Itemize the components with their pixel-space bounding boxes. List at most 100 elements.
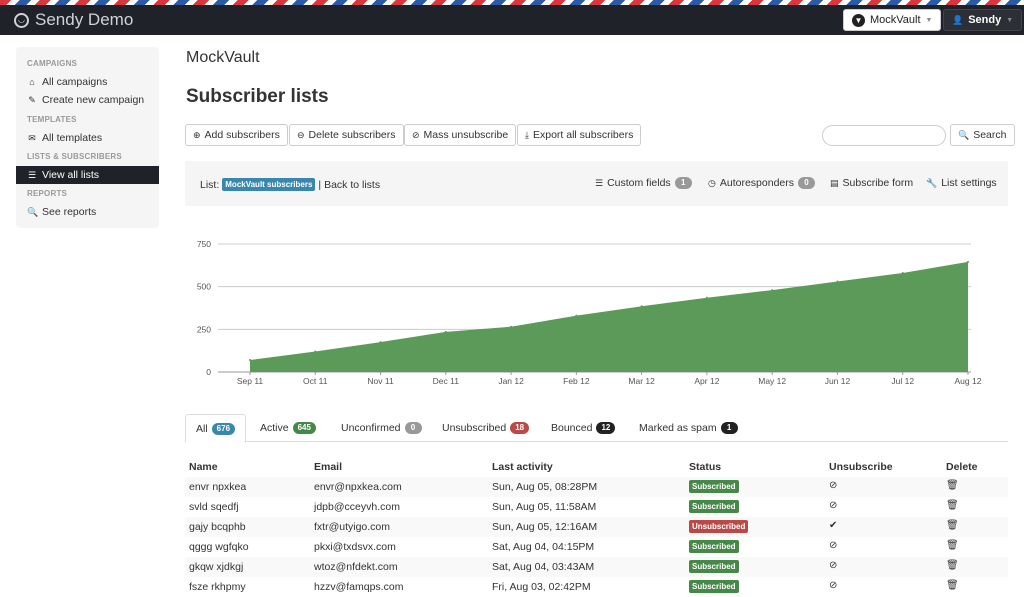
ban-icon[interactable]: ⊘ [829,500,838,511]
tab-all[interactable]: All 676 [185,414,247,443]
tab-unsubscribed[interactable]: Unsubscribed 18 [432,414,539,442]
data-point [510,325,513,328]
cell-email[interactable]: pkxi@txdsvx.com [314,541,396,553]
subscriber-area-series [250,261,968,372]
sidebar-heading-lists: LISTS & SUBSCRIBERS [27,152,122,161]
cell-name[interactable]: gajy bcqphb [189,521,246,533]
add-subscribers-button[interactable]: ⊕ Add subscribers [185,124,288,146]
user-icon: 👤 [952,14,964,25]
count-badge: 645 [292,422,316,434]
cell-email[interactable]: wtoz@nfdekt.com [314,561,398,573]
cell-last-activity: Sat, Aug 04, 03:43AM [492,561,595,573]
sidebar-item-create-campaign[interactable]: ✎ Create new campaign [27,94,144,106]
table-row[interactable]: envr npxkea envr@npxkea.com Sun, Aug 05, 0… [185,477,1008,497]
ban-icon[interactable]: ⊘ [829,540,838,551]
table-row[interactable]: svld sqedfj jdpb@cceyvh.com Sun, Aug 05, 1… [185,497,1008,517]
plus-circle-icon: ⊕ [193,129,201,140]
x-tick-label: Jun 12 [825,376,851,386]
cell-name[interactable]: qggg wgfqko [189,541,249,553]
header-status: Status [689,461,722,473]
ban-icon[interactable]: ⊘ [829,560,838,571]
check-icon[interactable]: ✔ [829,520,838,531]
cell-status: Unsubscribed [689,520,749,533]
tab-label: Unsubscribed [442,422,507,434]
cell-name[interactable]: svld sqedfj [189,501,239,513]
tab-label: Bounced [551,422,593,434]
tab-marked-as-spam[interactable]: Marked as spam 1 [629,414,748,442]
form-icon: ▤ [830,177,839,188]
sidebar-item-see-reports[interactable]: 🔍 See reports [27,206,96,218]
table-row[interactable]: gkqw xjdkgj wtoz@nfdekt.com Sat, Aug 04, 0… [185,557,1008,577]
header-delete: Delete [946,461,978,473]
data-point [640,305,643,308]
mass-unsubscribe-button[interactable]: ⊘ Mass unsubscribe [404,124,517,146]
cell-email[interactable]: jdpb@cceyvh.com [314,501,400,513]
cell-email[interactable]: envr@npxkea.com [314,481,402,493]
sidebar-item-all-campaigns[interactable]: ⌂ All campaigns [27,76,107,88]
cell-email[interactable]: hzzv@famqps.com [314,581,404,593]
delete-subscribers-button[interactable]: ⊖ Delete subscribers [289,124,404,146]
clock-icon: ◷ [708,177,716,188]
status-badge: Subscribed [689,500,739,513]
cell-name[interactable]: envr npxkea [189,481,247,493]
subscribe-form-link[interactable]: ▤ Subscribe form [830,177,913,189]
ban-icon[interactable]: ⊘ [829,480,838,491]
cell-name[interactable]: fsze rkhpmy [189,581,246,593]
count-badge: 676 [211,422,236,435]
cell-name[interactable]: gkqw xjdkgj [189,561,244,573]
header-email: Email [314,461,343,473]
data-point [836,280,839,283]
trash-icon[interactable]: 🗑 [946,580,959,591]
table-row[interactable]: fsze rkhpmy hzzv@famqps.com Fri, Aug 03, 0… [185,577,1008,597]
x-tick-label: Dec 11 [433,376,460,386]
trash-icon[interactable]: 🗑 [946,540,959,551]
table-row[interactable]: qggg wgfqko pkxi@txdsvx.com Sat, Aug 04, 0… [185,537,1008,557]
search-icon: 🔍 [958,129,970,140]
status-badge: Subscribed [689,480,739,493]
sidebar-item-all-templates[interactable]: ✉ All templates [27,132,102,144]
edit-icon: ✎ [28,94,36,105]
back-to-lists-link[interactable]: | Back to lists [318,178,381,191]
app-switcher-dropdown[interactable]: ▼ MockVault ▼ [843,9,942,31]
cell-last-activity: Sun, Aug 05, 08:28PM [492,481,598,493]
x-tick-label: Sep 11 [237,376,264,386]
sidebar-item-label: All campaigns [42,76,108,88]
user-menu-dropdown[interactable]: 👤 Sendy ▼ [943,9,1023,31]
search-button[interactable]: 🔍 Search [950,124,1015,146]
button-label: Delete subscribers [308,129,396,141]
count-badge: 12 [596,422,616,434]
trash-icon[interactable]: 🗑 [946,560,959,571]
data-point [314,350,317,353]
brand-link[interactable]: ◡ Sendy Demo [14,9,133,31]
tab-unconfirmed[interactable]: Unconfirmed 0 [331,414,432,442]
search-input[interactable] [822,125,946,146]
home-icon: ⌂ [29,77,35,87]
list-settings-link[interactable]: 🔧 List settings [926,177,997,189]
sidebar-heading-reports: REPORTS [27,189,68,198]
custom-fields-link[interactable]: ☰ Custom fields 1 [595,177,692,189]
sidebar-heading-templates: TEMPLATES [27,115,77,124]
envelope-icon: ✉ [28,132,36,143]
chevron-down-icon: ▼ [1006,16,1014,24]
tab-bounced[interactable]: Bounced 12 [541,414,625,442]
export-subscribers-button[interactable]: ⤓ Export all subscribers [517,124,642,146]
x-tick-label: Aug 12 [955,376,982,386]
trash-icon[interactable]: 🗑 [946,500,959,511]
button-label: Mass unsubscribe [423,129,509,141]
app-switcher-label: MockVault [870,14,921,26]
link-label: Custom fields [607,177,671,189]
autoresponders-link[interactable]: ◷ Autoresponders 0 [708,177,815,189]
y-tick-label: 750 [197,239,211,249]
count-badge: 0 [798,177,815,189]
cell-status: Subscribed [689,560,739,573]
table-row[interactable]: gajy bcqphb fxtr@utyigo.com Sun, Aug 05, 1… [185,517,1008,537]
ban-icon[interactable]: ⊘ [829,580,838,591]
cell-status: Subscribed [689,480,739,493]
cell-email[interactable]: fxtr@utyigo.com [314,521,391,533]
trash-icon[interactable]: 🗑 [946,480,959,491]
trash-icon[interactable]: 🗑 [946,520,959,531]
tab-active[interactable]: Active 645 [250,414,326,442]
x-tick-label: Nov 11 [367,376,394,386]
sidebar-item-view-all-lists[interactable]: ☰ View all lists [16,166,159,184]
download-icon: ⤓ [525,129,529,140]
